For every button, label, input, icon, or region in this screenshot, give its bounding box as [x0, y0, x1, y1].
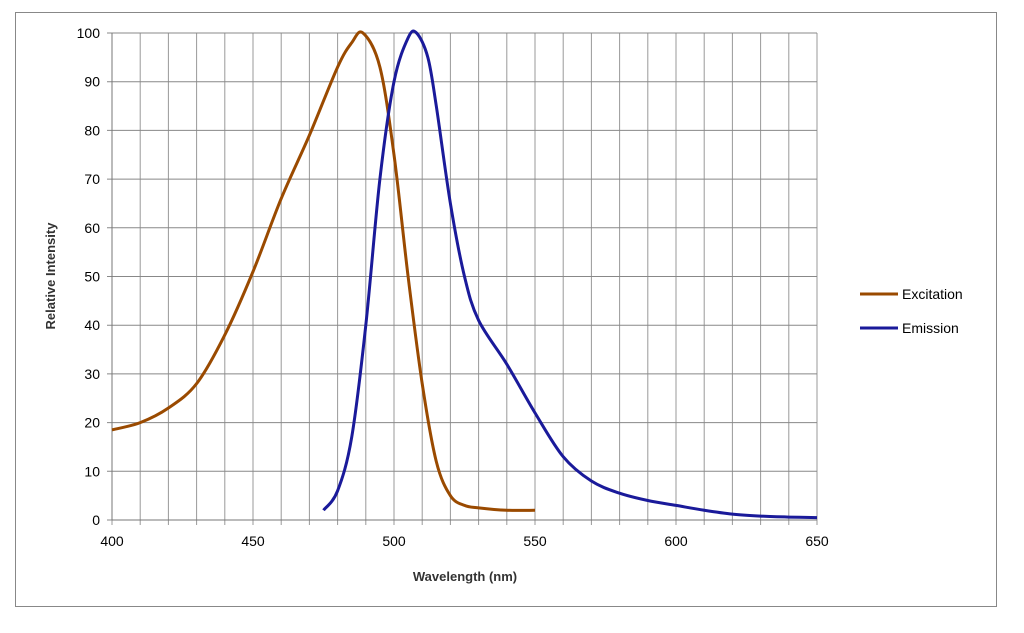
- x-tick-label: 650: [805, 533, 829, 549]
- series-line-excitation: [111, 30, 536, 512]
- y-tick-label: 100: [77, 25, 101, 41]
- x-tick-label: 600: [664, 533, 688, 549]
- y-tick-label: 30: [84, 366, 100, 382]
- x-tick-label: 500: [382, 533, 406, 549]
- y-tick-label: 20: [84, 415, 100, 431]
- x-tick-label: 400: [100, 533, 124, 549]
- y-tick-label: 70: [84, 171, 100, 187]
- series-line-emission: [322, 29, 818, 520]
- chart-frame: [15, 12, 997, 607]
- series-lines: [111, 29, 818, 520]
- x-tick-label: 550: [523, 533, 547, 549]
- tick-labels: 0 10 20 30 40 50 60 70 80 90 100 400 450 500 550 600 650: [77, 25, 829, 549]
- grid: [107, 32, 818, 525]
- x-tick-label: 450: [241, 533, 265, 549]
- y-tick-label: 90: [84, 74, 100, 90]
- legend: Excitation Emission: [860, 286, 963, 336]
- x-axis-label: Wavelength (nm): [413, 569, 517, 584]
- legend-label-emission: Emission: [902, 320, 959, 336]
- y-tick-label: 60: [84, 220, 100, 236]
- y-axis-label: Relative Intensity: [43, 222, 58, 330]
- y-tick-label: 80: [84, 122, 100, 138]
- legend-label-excitation: Excitation: [902, 286, 963, 302]
- y-tick-label: 10: [84, 463, 100, 479]
- y-tick-label: 40: [84, 317, 100, 333]
- y-tick-label: 50: [84, 269, 100, 285]
- y-tick-label: 0: [92, 512, 100, 528]
